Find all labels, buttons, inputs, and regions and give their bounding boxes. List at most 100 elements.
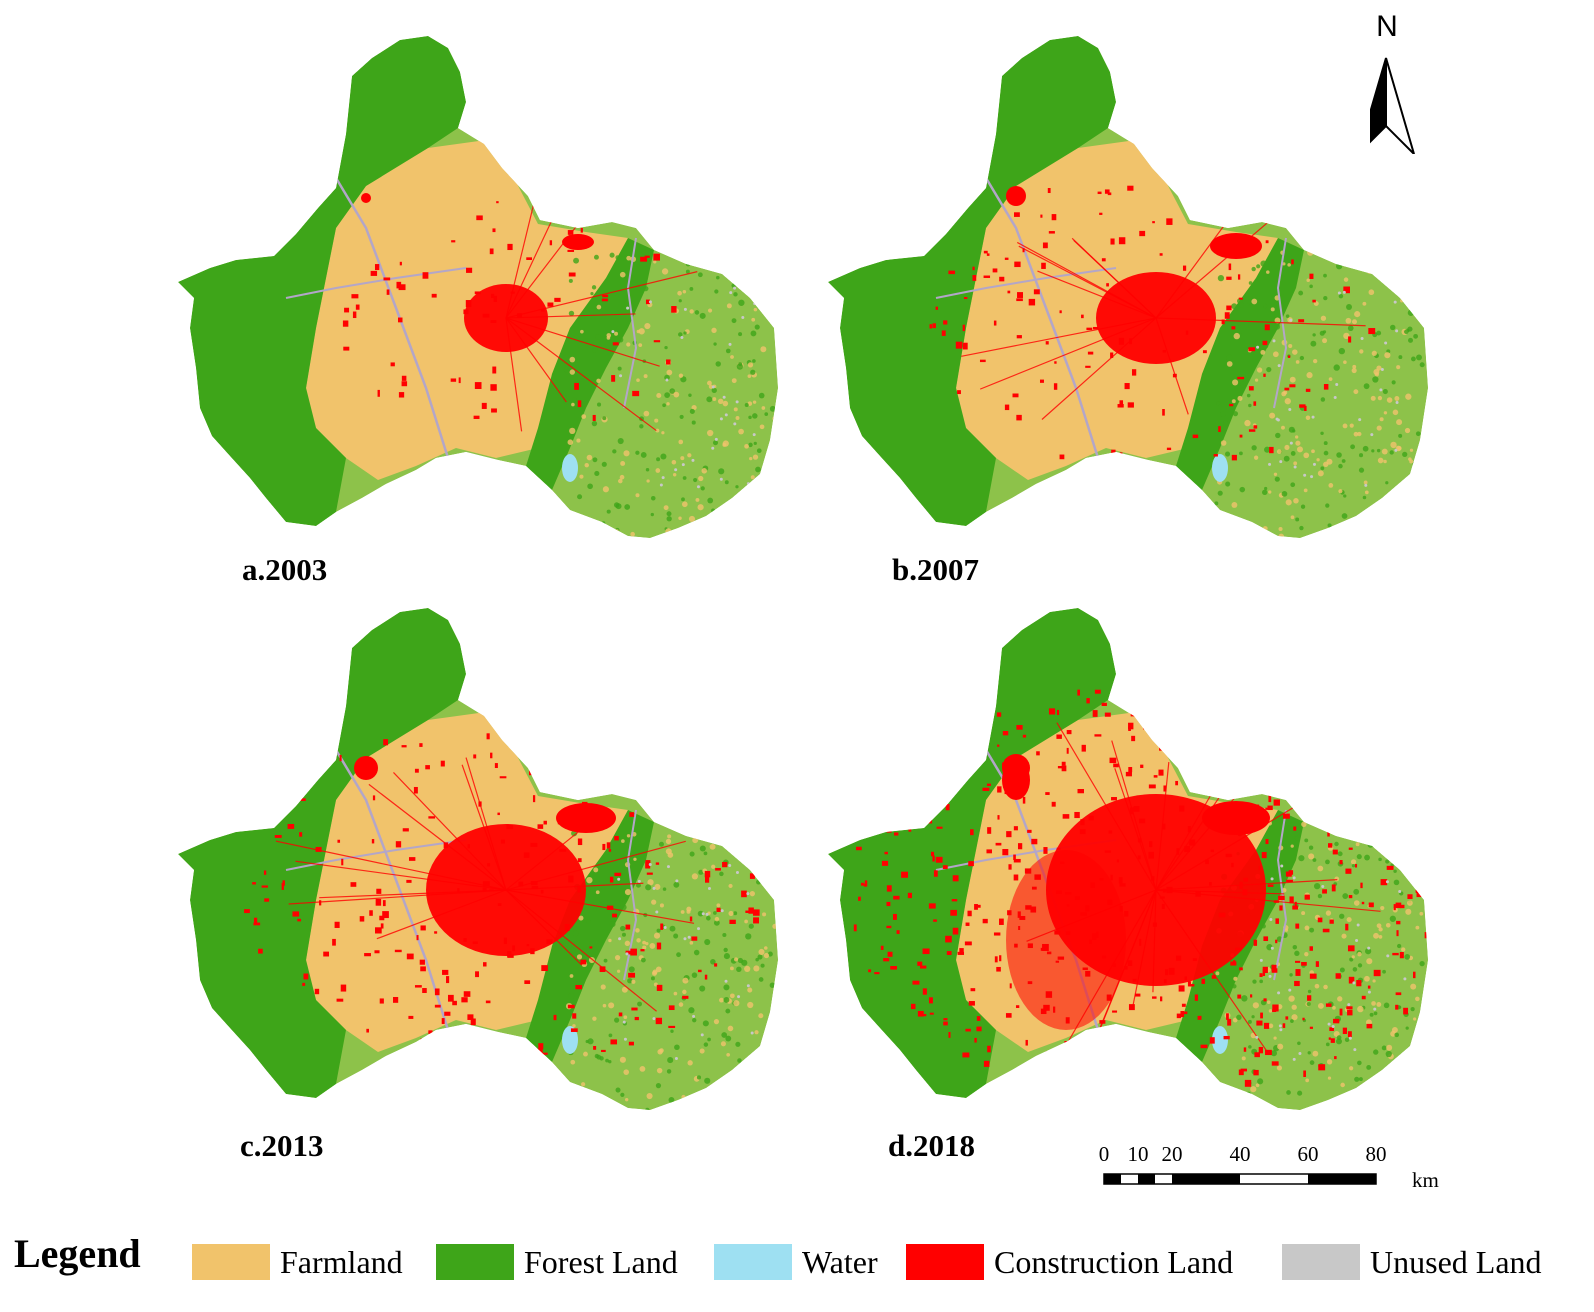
unused-patch xyxy=(1367,946,1371,950)
texture-dot xyxy=(674,1044,680,1051)
texture-dot xyxy=(1295,270,1300,274)
construction-patch xyxy=(1175,955,1182,961)
construction-patch xyxy=(1272,1004,1279,1012)
construction-patch xyxy=(1133,806,1140,812)
road xyxy=(505,193,537,319)
construction-patch xyxy=(1399,904,1405,909)
texture-dot xyxy=(587,278,593,284)
texture-dot xyxy=(1386,397,1393,403)
texture-dot xyxy=(1282,262,1286,266)
construction-patch xyxy=(987,1045,991,1053)
texture-dot xyxy=(1363,480,1368,485)
construction-patch xyxy=(364,953,371,957)
texture-dot xyxy=(668,1097,675,1103)
road xyxy=(1152,889,1157,993)
construction-patch xyxy=(568,272,576,277)
texture-dot xyxy=(587,845,592,850)
texture-dot xyxy=(1236,1014,1242,1021)
construction-patch xyxy=(907,892,912,899)
texture-dot xyxy=(706,396,713,403)
texture-dot xyxy=(1306,278,1310,282)
texture-dot xyxy=(662,821,668,827)
construction-patch xyxy=(890,965,897,970)
construction-patch xyxy=(1393,816,1397,823)
texture-dot xyxy=(582,522,589,529)
texture-dot xyxy=(601,521,606,525)
road xyxy=(1097,889,1157,1034)
construction-patch xyxy=(1013,854,1016,861)
construction-patch xyxy=(1218,426,1221,432)
construction-patch xyxy=(908,828,912,832)
texture-dot xyxy=(1310,340,1317,347)
construction-patch xyxy=(342,320,349,327)
construction-patch xyxy=(1266,752,1270,755)
texture-dot xyxy=(1368,289,1375,296)
texture-dot xyxy=(710,1105,716,1110)
construction-patch xyxy=(1250,731,1254,735)
construction-patch xyxy=(655,862,660,865)
construction-patch xyxy=(1022,734,1027,738)
texture-dot xyxy=(726,1052,731,1057)
unused-patch xyxy=(611,330,615,334)
unused-patch xyxy=(1289,318,1293,322)
construction-patch xyxy=(470,1018,476,1026)
unused-patch xyxy=(1289,441,1293,445)
unused-patch xyxy=(1298,1051,1302,1055)
construction-patch xyxy=(413,786,418,794)
construction-patch xyxy=(1265,1049,1272,1056)
construction-patch xyxy=(1332,849,1338,855)
construction-patch xyxy=(640,949,645,952)
unused-patch xyxy=(741,316,745,320)
construction-patch xyxy=(1157,167,1162,171)
texture-dot xyxy=(711,327,717,334)
construction-patch xyxy=(580,227,583,233)
texture-dot xyxy=(686,906,692,912)
construction-patch xyxy=(302,982,306,986)
construction-patch xyxy=(573,779,577,783)
legend-label-forest-land: Forest Land xyxy=(524,1244,678,1280)
texture-dot xyxy=(757,254,763,259)
texture-dot xyxy=(1343,277,1349,282)
texture-dot xyxy=(1269,412,1276,419)
texture-dot xyxy=(717,254,722,259)
construction-patch xyxy=(496,201,499,204)
construction-patch xyxy=(1305,388,1311,392)
construction-patch xyxy=(1286,879,1293,883)
texture-dot xyxy=(758,977,764,982)
texture-dot xyxy=(704,1077,711,1084)
construction-patch xyxy=(972,266,975,271)
construction-patch xyxy=(868,969,872,973)
texture-dot xyxy=(1289,822,1295,828)
texture-dot xyxy=(694,310,700,315)
texture-dot xyxy=(1415,925,1420,930)
texture-dot xyxy=(1366,958,1373,965)
construction-patch xyxy=(1433,962,1436,967)
unused-patch xyxy=(733,422,737,426)
construction-patch xyxy=(1355,863,1358,868)
unused-patch xyxy=(735,400,739,404)
construction-patch xyxy=(1197,1091,1200,1094)
construction-patch xyxy=(1188,839,1196,846)
construction-patch xyxy=(577,885,581,893)
construction-patch xyxy=(434,1004,441,1008)
unused-patch xyxy=(675,879,679,883)
central-forest-ridge xyxy=(526,810,654,1062)
construction-patch xyxy=(943,1021,948,1026)
texture-dot xyxy=(689,408,695,414)
texture-dot xyxy=(1301,821,1307,827)
texture-dot xyxy=(1423,1008,1428,1014)
construction-patch xyxy=(1291,259,1294,265)
texture-dot xyxy=(745,513,751,519)
texture-dot xyxy=(730,511,735,516)
texture-dot xyxy=(1263,274,1270,281)
texture-dot xyxy=(1270,307,1275,312)
texture-dot xyxy=(753,307,758,312)
construction-patch xyxy=(1329,1027,1335,1031)
texture-dot xyxy=(1346,304,1352,310)
texture-dot xyxy=(645,468,650,472)
construction-patch xyxy=(976,1016,981,1021)
construction-patch xyxy=(1435,967,1436,972)
texture-dot xyxy=(704,939,711,946)
texture-dot xyxy=(1294,835,1300,841)
construction-patch xyxy=(1223,208,1226,215)
